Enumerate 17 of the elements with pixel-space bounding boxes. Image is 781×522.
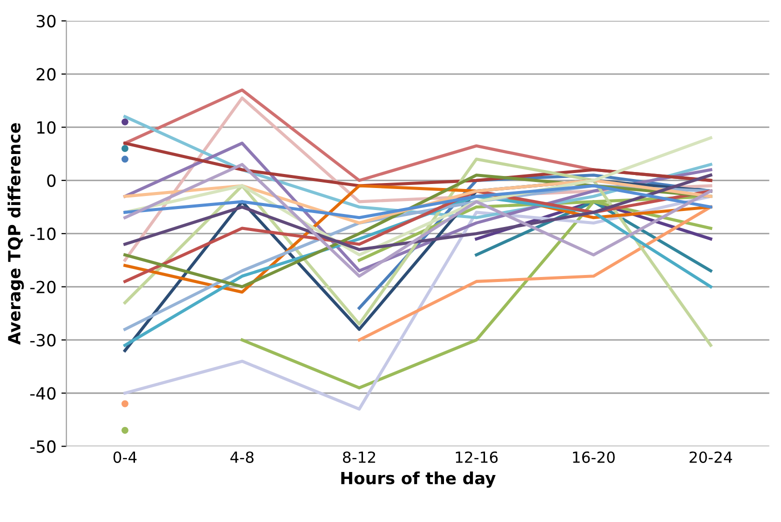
y-axis-title: Average TQP difference [8, 123, 24, 345]
y-tick-label: -50 [30, 440, 56, 453]
y-tick-label: 20 [36, 68, 56, 81]
x-tick-label: 16-20 [573, 451, 615, 463]
y-tick-label: 30 [36, 14, 56, 28]
y-tick-label: -10 [30, 228, 56, 240]
x-tick-label: 0-4 [113, 451, 137, 463]
y-tick-label: -20 [30, 280, 56, 294]
y-tick-label: 10 [37, 121, 56, 134]
x-tick-label: 12-16 [456, 451, 498, 463]
y-tick-label: -30 [30, 334, 56, 347]
x-tick-label: 4-8 [230, 451, 254, 463]
y-tick-label: -40 [30, 387, 56, 400]
y-tick-label: 0 [47, 174, 56, 187]
x-tick-label: 8-12 [342, 451, 376, 463]
x-tick-label: 20-24 [690, 451, 732, 463]
x-axis-title: Hours of the day [341, 472, 496, 488]
